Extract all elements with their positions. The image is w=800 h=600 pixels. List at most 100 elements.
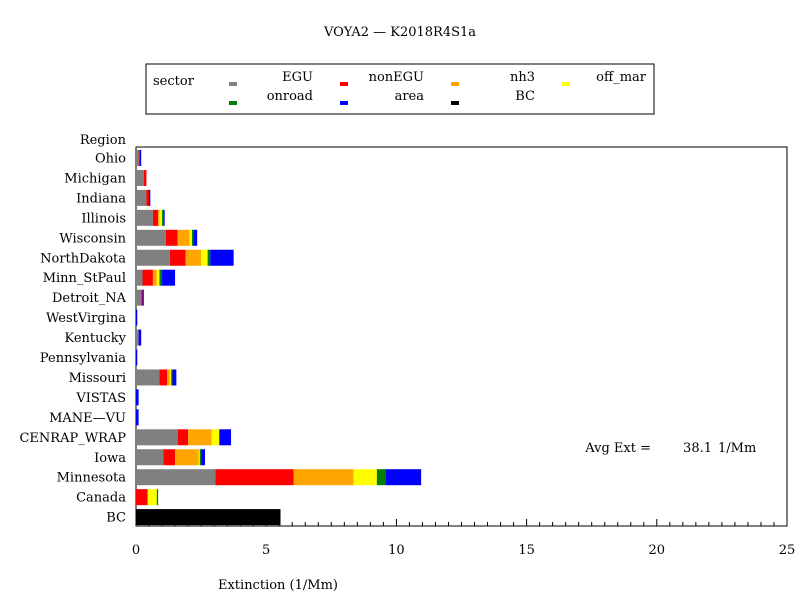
y-tick-label: Detroit_NA (52, 291, 127, 306)
y-tick-label: WestVirgina (46, 311, 126, 326)
bar-segment-area (163, 209, 165, 226)
bar-segment-egu (136, 269, 143, 286)
bar-segment-area (142, 289, 144, 306)
y-tick-label: Michigan (64, 171, 126, 186)
x-axis-label: Extinction (1/Mm) (218, 578, 338, 593)
y-tick-labels: Ohio Michigan Indiana Illinois Wisconsin Nort… (19, 152, 126, 526)
bar-segment-egu (136, 229, 166, 246)
plot-frame (135, 146, 788, 527)
bar-segment-egu (136, 249, 170, 266)
bar-segment-nh3 (158, 209, 160, 226)
x-tick-label: 20 (649, 543, 666, 558)
bar-segment-nh3 (185, 249, 202, 266)
legend-label: BC (515, 89, 535, 104)
bar-segment-area (149, 189, 151, 206)
y-tick-label: Kentucky (64, 331, 126, 346)
bar-segment-egu (136, 169, 144, 186)
y-tick-label: Missouri (69, 371, 126, 386)
bar-segment-area (139, 150, 142, 166)
bar-segment-egu (136, 189, 147, 206)
legend-label: nh3 (510, 70, 535, 85)
legend-box (145, 63, 655, 115)
bar-segment-onroad (199, 449, 202, 466)
avg-ext-unit: 1/Mm (718, 441, 756, 456)
bar-segment-nh3 (293, 469, 354, 486)
x-tick-label: 0 (132, 543, 140, 558)
bar-segment-nonegu (159, 369, 168, 386)
y-tick-label: Minnesota (57, 471, 127, 486)
y-tick-label: VISTAS (75, 391, 126, 406)
bar-segment-egu (136, 429, 178, 446)
bar-segment-area (136, 349, 138, 366)
bar-segment-nonegu (138, 150, 140, 166)
legend-label: nonEGU (369, 70, 424, 85)
bar-segment-nh3 (175, 449, 199, 466)
bar-segment-egu (136, 369, 160, 386)
bar-segment-onroad (207, 249, 211, 266)
bar-segment-nh3 (188, 429, 212, 446)
bar-segment-off-mar (156, 269, 160, 286)
bar-segment-egu (136, 150, 139, 166)
bar-segment-area (136, 409, 139, 426)
bar-segment-off-mar (198, 449, 200, 466)
y-tick-label: Wisconsin (59, 231, 126, 246)
bar-segment-nonegu (152, 209, 159, 226)
x-tick-label: 10 (388, 543, 405, 558)
chart-title: VOYA2 — K2018R4S1a (323, 25, 476, 40)
y-tick-label: BC (106, 511, 126, 526)
legend-swatch-nonegu (340, 82, 348, 86)
bar-segment-egu (136, 469, 216, 486)
y-tick-label: Pennsylvania (40, 351, 126, 366)
x-axis-ticks: 0 5 10 15 20 25 (132, 519, 795, 558)
y-tick-label: CENRAP_WRAP (19, 431, 126, 446)
bar-segment-off-mar (211, 429, 220, 446)
x-tick-label: 25 (779, 543, 796, 558)
bar-segment-area (172, 369, 177, 386)
legend-swatch-area (340, 101, 348, 105)
bar-segment-nonegu (165, 229, 178, 246)
bar-segment-nh3 (177, 229, 190, 246)
bar-segment-off-mar (169, 369, 172, 386)
legend-swatch-bc (451, 101, 459, 105)
bar-segment-onroad (156, 489, 159, 506)
legend-swatch-egu (229, 82, 237, 86)
y-tick-label: Canada (76, 491, 126, 506)
bar-segment-bc (136, 509, 281, 526)
bar-segment-nonegu (215, 469, 294, 486)
bar-segment-nh3 (167, 369, 170, 386)
y-tick-label: MANE—VU (49, 411, 126, 426)
y-tick-label: Illinois (81, 211, 126, 226)
bar-segment-area (201, 449, 206, 466)
legend-swatch-off-mar (562, 82, 570, 86)
bar-segment-off-mar (189, 229, 192, 246)
bar-segment-egu (136, 449, 164, 466)
bar-segment-off-mar (147, 489, 157, 506)
bar-segment-area (219, 429, 232, 446)
bar-segment-nonegu (143, 169, 147, 186)
bar-segment-area (136, 309, 138, 326)
bar-segment-nonegu (177, 429, 189, 446)
legend-label: off_mar (596, 70, 647, 85)
y-tick-label: Iowa (94, 451, 126, 466)
bar-segment-nonegu (142, 269, 153, 286)
y-axis-label: Region (80, 133, 127, 148)
bar-segment-nh3 (152, 269, 157, 286)
bar-segment-egu (136, 289, 142, 306)
bars (136, 150, 422, 526)
bar-segment-area (138, 329, 142, 346)
y-tick-label: NorthDakota (40, 251, 126, 266)
bar-segment-onroad (171, 369, 173, 386)
bar-segment-egu (136, 209, 153, 226)
bar-segment-onroad (159, 269, 163, 286)
avg-ext-value: 38.1 (683, 441, 712, 456)
y-tick-label: Indiana (76, 191, 126, 206)
legend-title: sector (153, 74, 195, 89)
bar-segment-area (210, 249, 234, 266)
y-tick-label: Ohio (95, 152, 126, 167)
bar-segment-area (385, 469, 422, 486)
legend-swatch-nh3 (451, 82, 459, 86)
bar-segment-onroad (191, 229, 194, 246)
legend-swatch-onroad (229, 101, 237, 105)
